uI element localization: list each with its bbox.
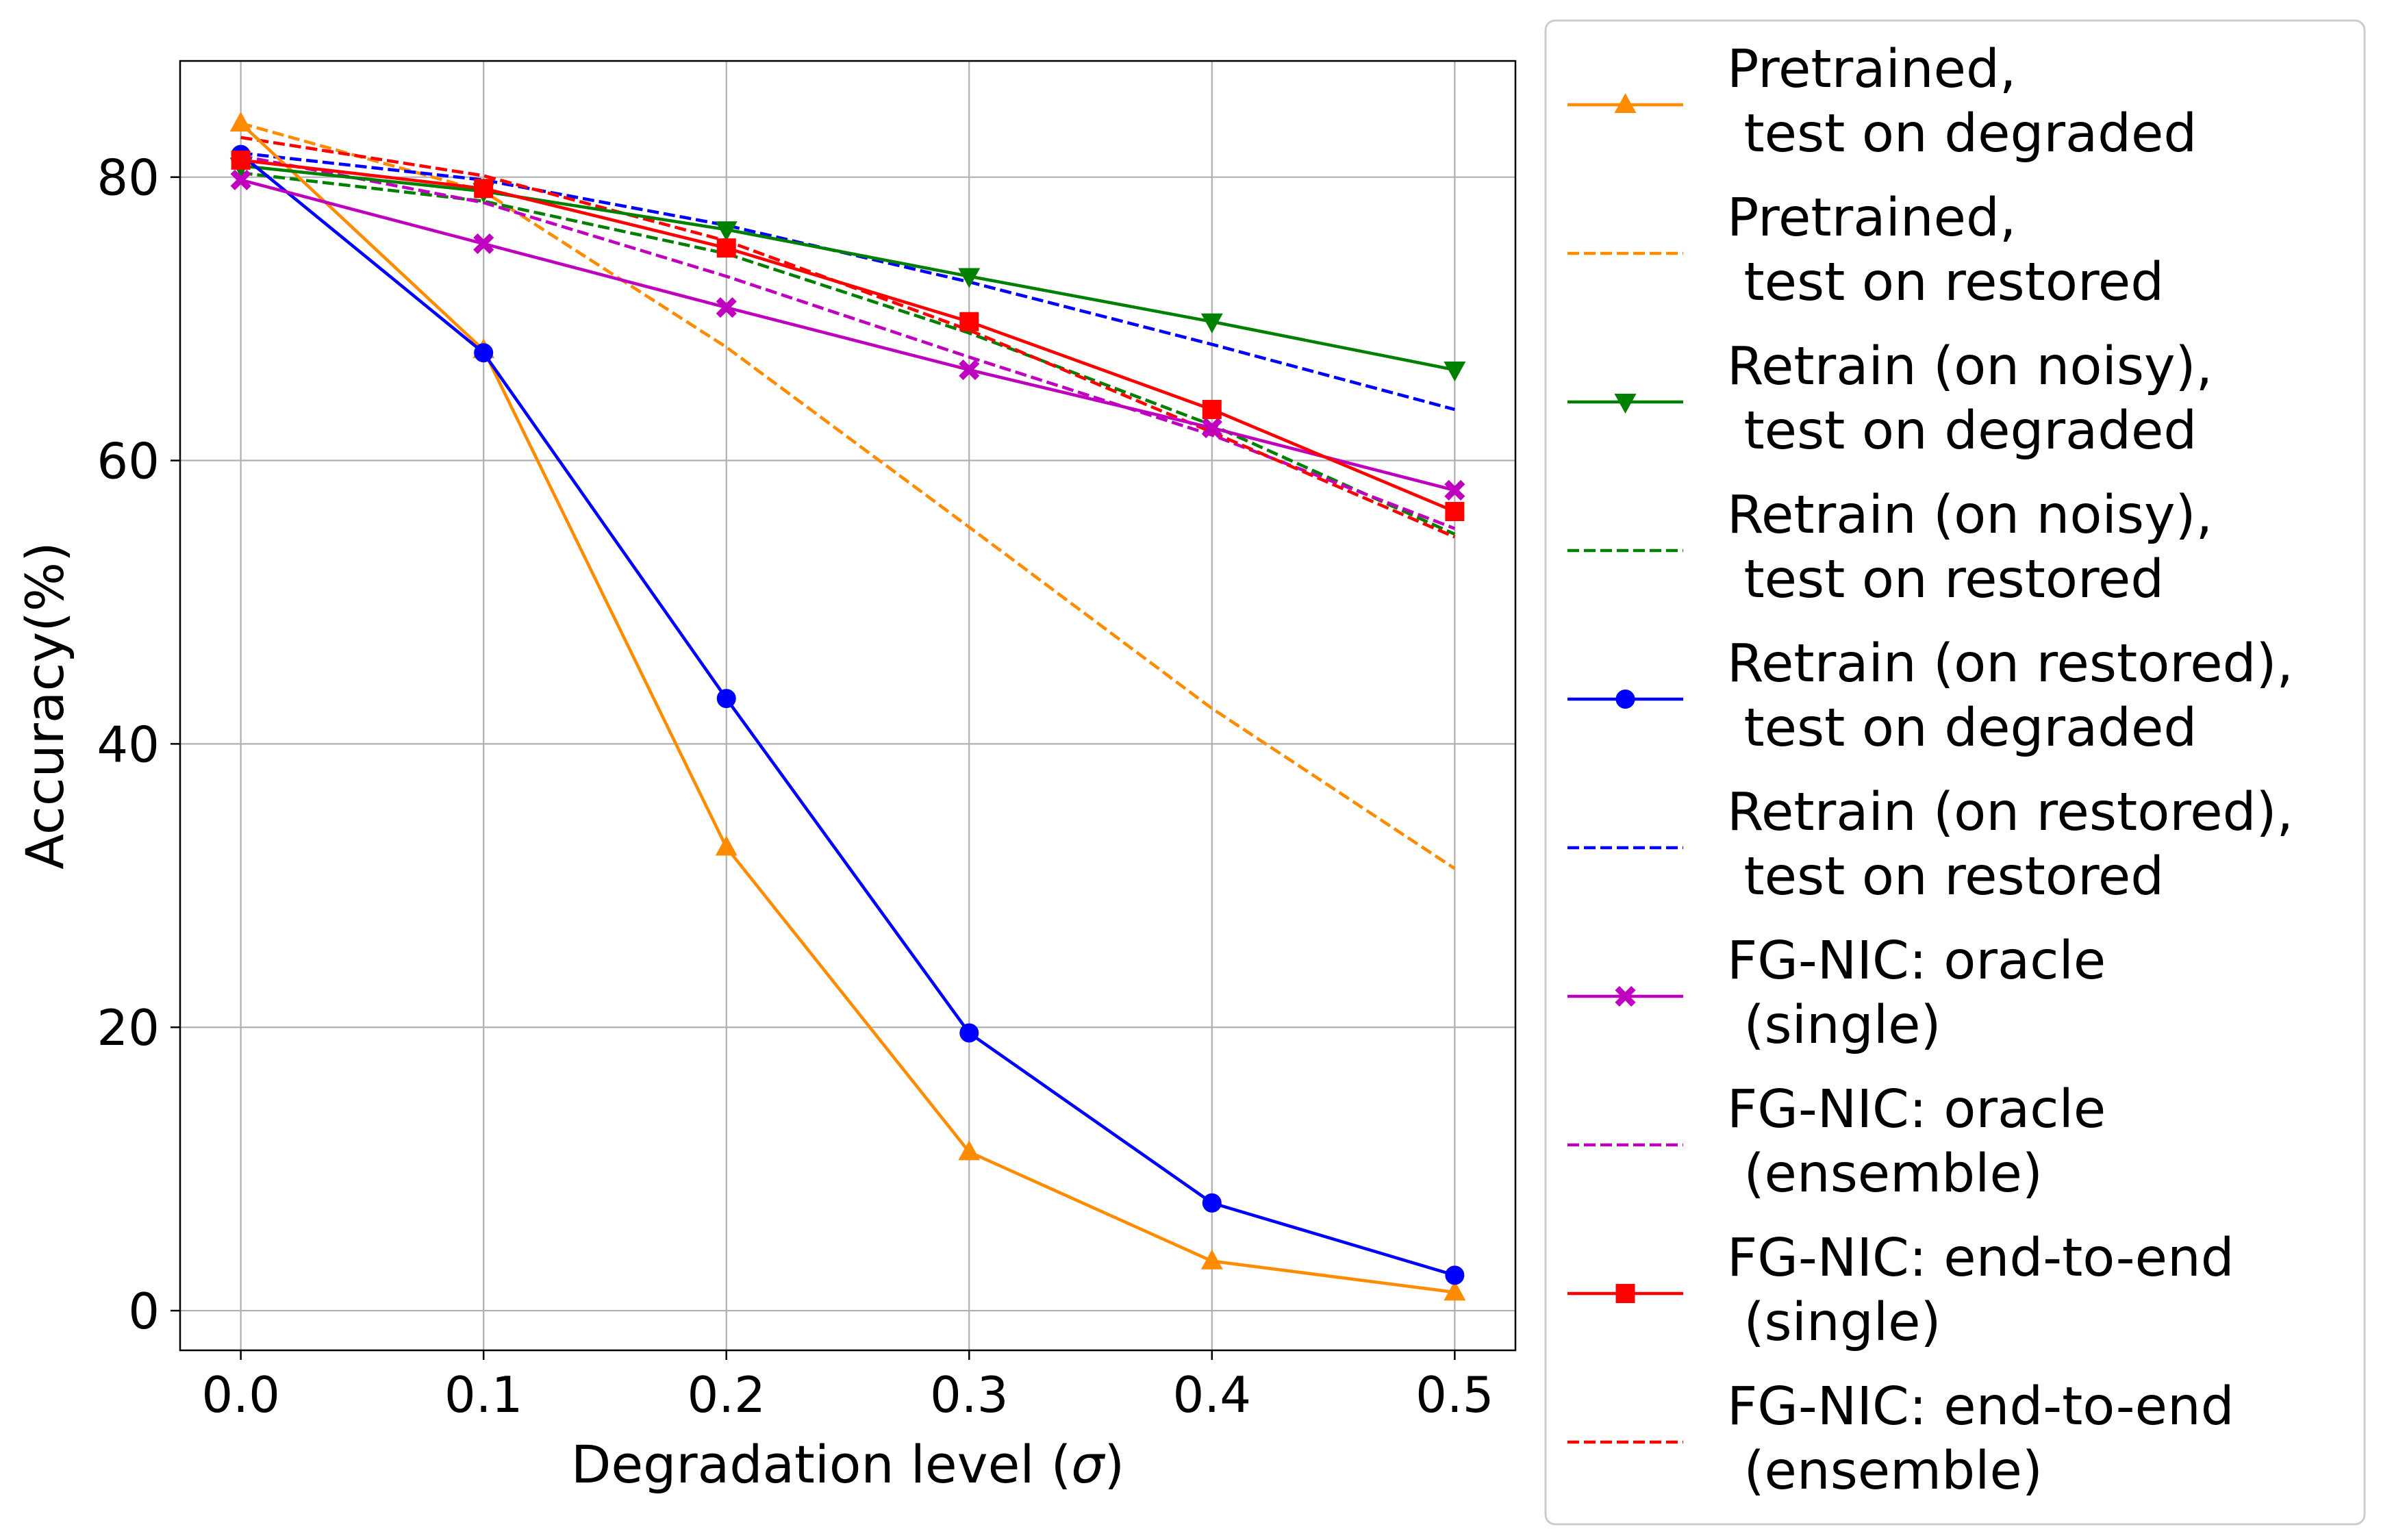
data-point — [1444, 362, 1466, 382]
legend-label: FG-NIC: end-to-end (ensemble) — [1727, 1376, 2234, 1502]
data-point — [959, 1023, 979, 1043]
data-point — [715, 221, 738, 242]
x-tick-label: 0.0 — [201, 1366, 280, 1424]
data-point — [959, 359, 980, 381]
y-tick-label: 40 — [97, 716, 160, 773]
data-point — [1444, 1280, 1466, 1301]
y-tick-label: 0 — [128, 1283, 160, 1340]
data-point — [474, 343, 494, 363]
legend-label: Retrain (on noisy), test on restored — [1727, 485, 2213, 610]
data-point — [473, 233, 494, 254]
data-point — [1614, 393, 1637, 414]
data-point — [1614, 92, 1637, 114]
series-line — [240, 122, 1455, 1294]
legend-entry: FG-NIC: oracle (single) — [1567, 931, 2106, 1056]
data-point — [229, 112, 252, 132]
x-tick-label: 0.5 — [1415, 1366, 1494, 1424]
legend-label: FG-NIC: end-to-end (single) — [1727, 1228, 2234, 1353]
data-point — [1445, 1265, 1465, 1285]
x-tick-label: 0.3 — [930, 1366, 1009, 1424]
series-3 — [240, 171, 1456, 536]
legend-label: Retrain (on restored), test on degraded — [1727, 633, 2293, 759]
series-8 — [231, 150, 1465, 522]
data-point — [1201, 417, 1222, 438]
data-point — [716, 238, 736, 258]
y-axis-title: Accuracy(%) — [14, 542, 75, 870]
data-point — [1615, 690, 1635, 709]
series-line — [240, 153, 1456, 1277]
legend-entry: Retrain (on noisy), test on degraded — [1567, 336, 2213, 462]
legend: Pretrained, test on degraded Pretrained, … — [1544, 19, 2366, 1526]
data-point — [1202, 400, 1222, 420]
series-line — [240, 164, 1455, 372]
legend-entry: FG-NIC: end-to-end (ensemble) — [1567, 1376, 2234, 1502]
x-tick-label: 0.2 — [687, 1366, 766, 1424]
legend-label: Retrain (on noisy), test on degraded — [1727, 336, 2213, 462]
series-6 — [230, 169, 1465, 501]
data-point — [959, 312, 979, 331]
series-line — [240, 158, 1456, 514]
legend-entry: Retrain (on restored), test on restored — [1567, 782, 2293, 907]
data-point — [1200, 313, 1223, 333]
y-tick-label: 20 — [97, 999, 160, 1057]
data-point — [474, 179, 494, 199]
series-line — [240, 171, 1456, 536]
legend-entry: Retrain (on restored), test on degraded — [1567, 633, 2293, 759]
series-line — [240, 121, 1456, 870]
data-point — [231, 150, 251, 170]
data-point — [1200, 1249, 1223, 1270]
data-point — [958, 268, 981, 288]
y-tick-label: 80 — [97, 149, 160, 207]
legend-entry: Pretrained, test on restored — [1567, 188, 2164, 313]
series-1 — [240, 121, 1456, 870]
legend-label: FG-NIC: oracle (single) — [1727, 931, 2106, 1056]
data-point — [716, 296, 737, 318]
y-tick-label: 60 — [97, 433, 160, 490]
series-7 — [240, 154, 1456, 530]
data-point — [958, 1140, 981, 1161]
series-line — [240, 154, 1456, 530]
x-axis-title: Degradation level (σ) — [571, 1434, 1124, 1495]
data-point — [1202, 1193, 1222, 1213]
legend-entry: Retrain (on noisy), test on restored — [1567, 485, 2213, 610]
legend-entry: Pretrained, test on degraded — [1567, 39, 2197, 164]
legend-box — [1544, 19, 2366, 1526]
x-tick-label: 0.1 — [444, 1366, 523, 1424]
x-tick-label: 0.4 — [1173, 1366, 1252, 1424]
legend-label: Retrain (on restored), test on restored — [1727, 782, 2293, 907]
series-line — [240, 178, 1455, 492]
plot-frame — [179, 60, 1517, 1352]
data-point — [230, 169, 251, 190]
legend-label: FG-NIC: oracle (ensemble) — [1727, 1079, 2106, 1204]
series-lines — [229, 112, 1466, 1301]
legend-entry: FG-NIC: end-to-end (single) — [1567, 1228, 2234, 1353]
legend-label: Pretrained, test on restored — [1727, 188, 2164, 313]
data-point — [1615, 1284, 1635, 1303]
legend-entry: FG-NIC: oracle (ensemble) — [1567, 1079, 2106, 1204]
data-point — [1444, 479, 1465, 501]
data-point — [715, 835, 738, 856]
data-point — [716, 689, 736, 709]
data-point — [1445, 502, 1465, 522]
data-point — [1615, 985, 1636, 1007]
legend-label: Pretrained, test on degraded — [1727, 39, 2197, 164]
axis-ticks: 0.0 0.1 0.2 0.3 0.4 0.5 0 20 40 60 80 — [97, 149, 1494, 1424]
